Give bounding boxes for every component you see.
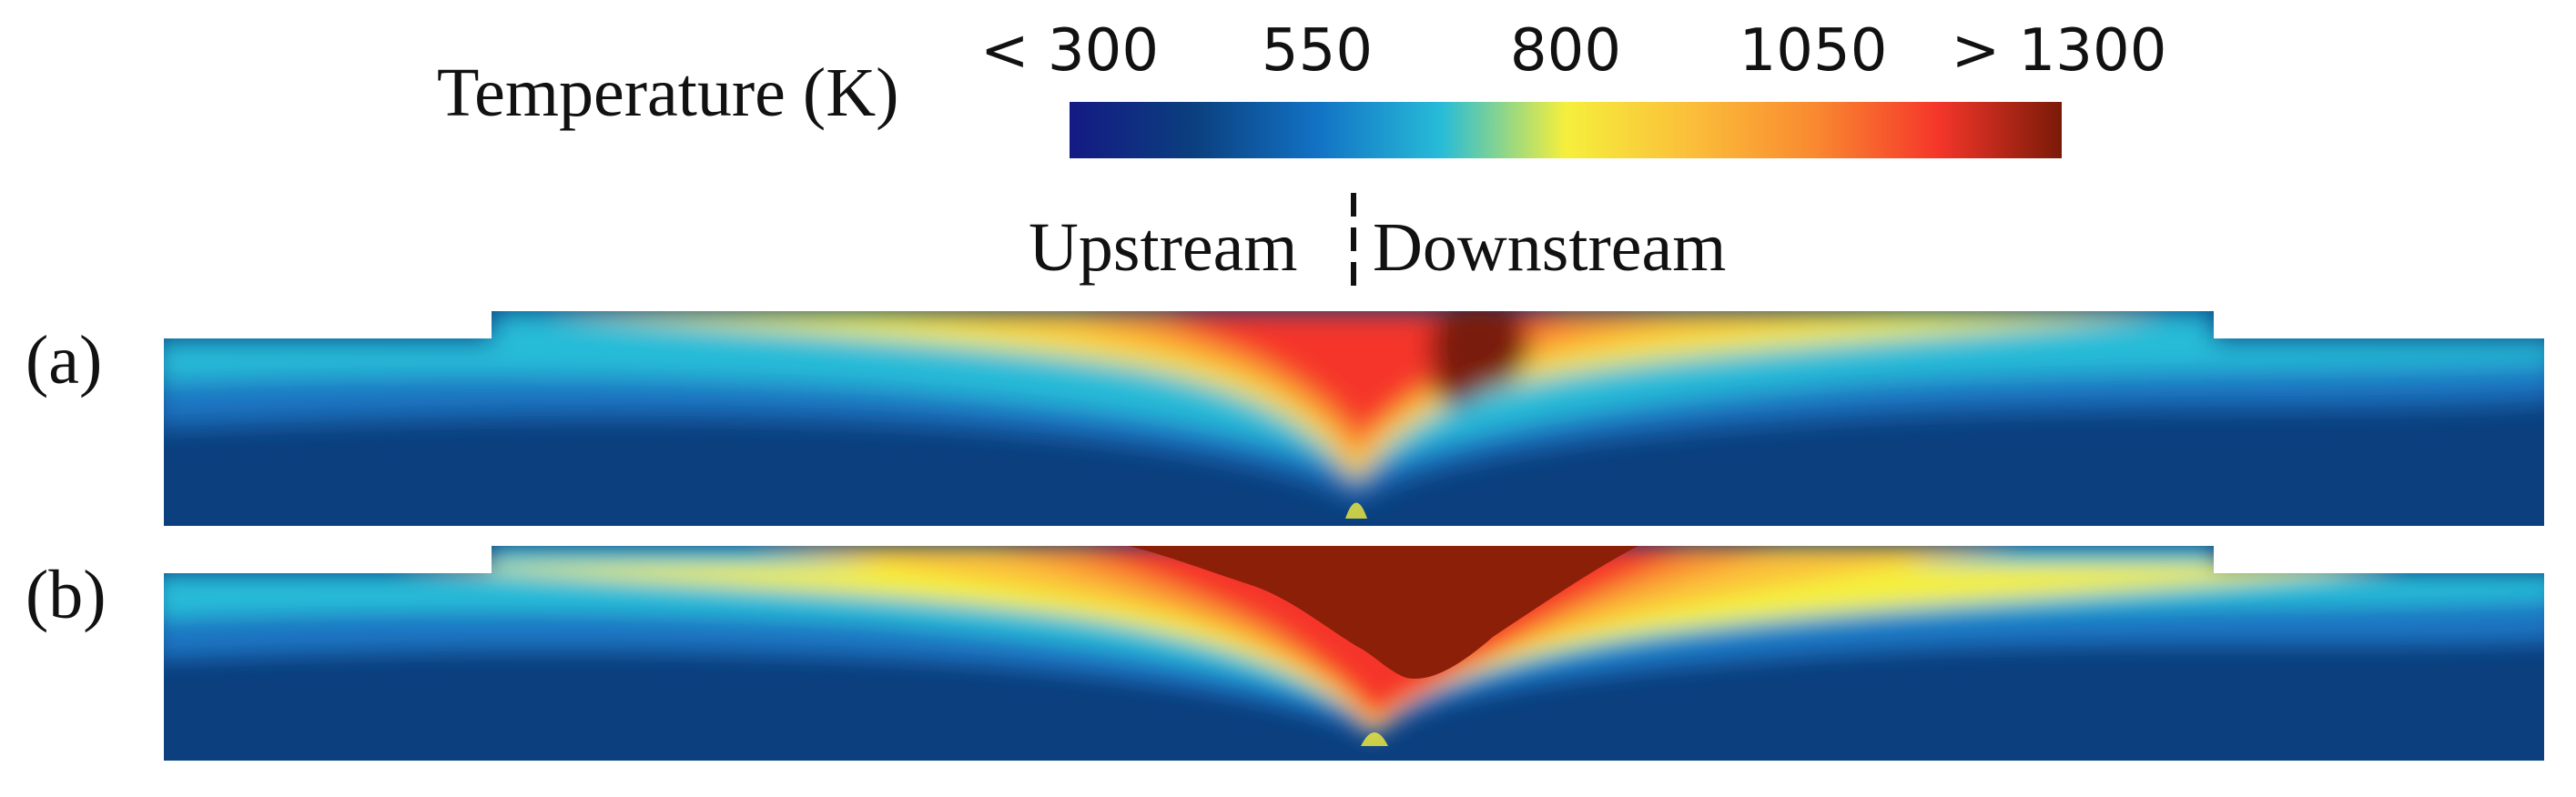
colorbar-tick-550: 550 — [1261, 17, 1374, 85]
downstream-label: Downstream — [1373, 209, 1727, 286]
colorbar-tick-min: < 300 — [979, 17, 1160, 85]
upstream-label: Upstream — [1029, 209, 1298, 286]
panel-b-field — [164, 546, 2544, 761]
panel-b-label: (b) — [25, 557, 106, 633]
panel-a-field — [164, 311, 2544, 526]
panel-a-label: (a) — [25, 322, 103, 398]
colorbar-tick-max: > 1300 — [1951, 17, 2167, 85]
upstream-downstream-divider — [1351, 193, 1356, 293]
colorbar-tick-800: 800 — [1509, 17, 1622, 85]
colorbar-tick-1050: 1050 — [1739, 17, 1888, 85]
colorbar-title: Temperature (K) — [437, 55, 899, 131]
colorbar — [1070, 102, 2062, 158]
